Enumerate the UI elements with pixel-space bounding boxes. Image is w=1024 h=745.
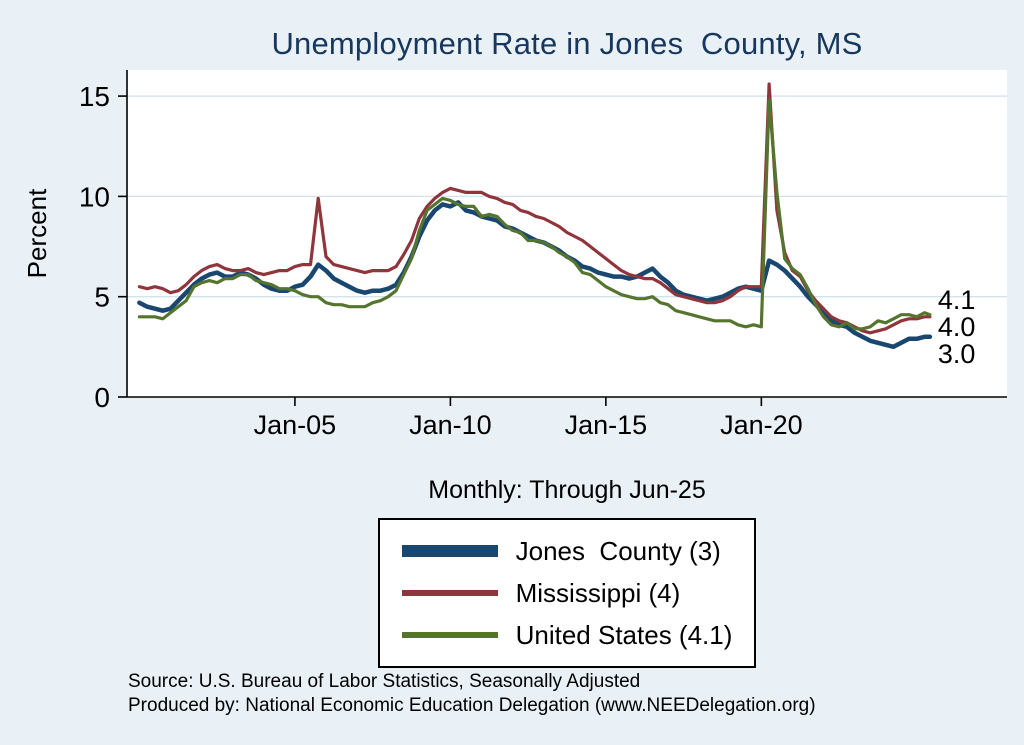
chart-title: Unemployment Rate in Jones County, MS bbox=[271, 26, 863, 61]
y-tick-label: 0 bbox=[94, 382, 110, 413]
x-tick-label: Jan-05 bbox=[254, 410, 337, 440]
legend-label-mississippi: Mississippi (4) bbox=[515, 577, 681, 608]
plot-area: 0 5 10 15 Jan-05 Jan-10 Jan-15 Jan-20 Percent 4.1… bbox=[22, 70, 1007, 440]
legend-wrap: Jones County (3) Mississippi (4) United … bbox=[127, 518, 1007, 668]
end-value-label: 3.0 bbox=[938, 339, 976, 369]
legend-label-united-states: United States (4.1) bbox=[515, 619, 733, 650]
source-notes: Source: U.S. Bureau of Labor Statistics,… bbox=[128, 670, 816, 718]
legend-item-jones-county: Jones County (3) bbox=[401, 532, 733, 570]
x-tick-label: Jan-15 bbox=[565, 410, 648, 440]
united-states-line bbox=[137, 98, 932, 331]
x-tick-label: Jan-20 bbox=[720, 410, 803, 440]
y-tick-label: 5 bbox=[94, 282, 110, 313]
end-value-label: 4.1 bbox=[938, 285, 976, 315]
x-tick-label: Jan-10 bbox=[409, 410, 492, 440]
producer-note: Produced by: National Economic Education… bbox=[128, 695, 816, 716]
chart-subtitle: Monthly: Through Jun-25 bbox=[428, 476, 706, 504]
legend-swatch-mississippi bbox=[401, 590, 498, 596]
legend-swatch-united-states bbox=[401, 632, 498, 638]
source-note: Source: U.S. Bureau of Labor Statistics,… bbox=[128, 671, 641, 692]
y-tick-label: 15 bbox=[79, 81, 110, 112]
legend: Jones County (3) Mississippi (4) United … bbox=[377, 518, 757, 668]
legend-item-mississippi: Mississippi (4) bbox=[401, 574, 733, 612]
y-tick-label: 10 bbox=[79, 181, 110, 212]
y-axis-title: Percent bbox=[22, 188, 52, 278]
legend-item-united-states: United States (4.1) bbox=[401, 616, 733, 654]
end-value-label: 4.0 bbox=[938, 312, 976, 342]
legend-swatch-jones-county bbox=[401, 545, 498, 557]
legend-label-jones-county: Jones County (3) bbox=[515, 535, 721, 566]
